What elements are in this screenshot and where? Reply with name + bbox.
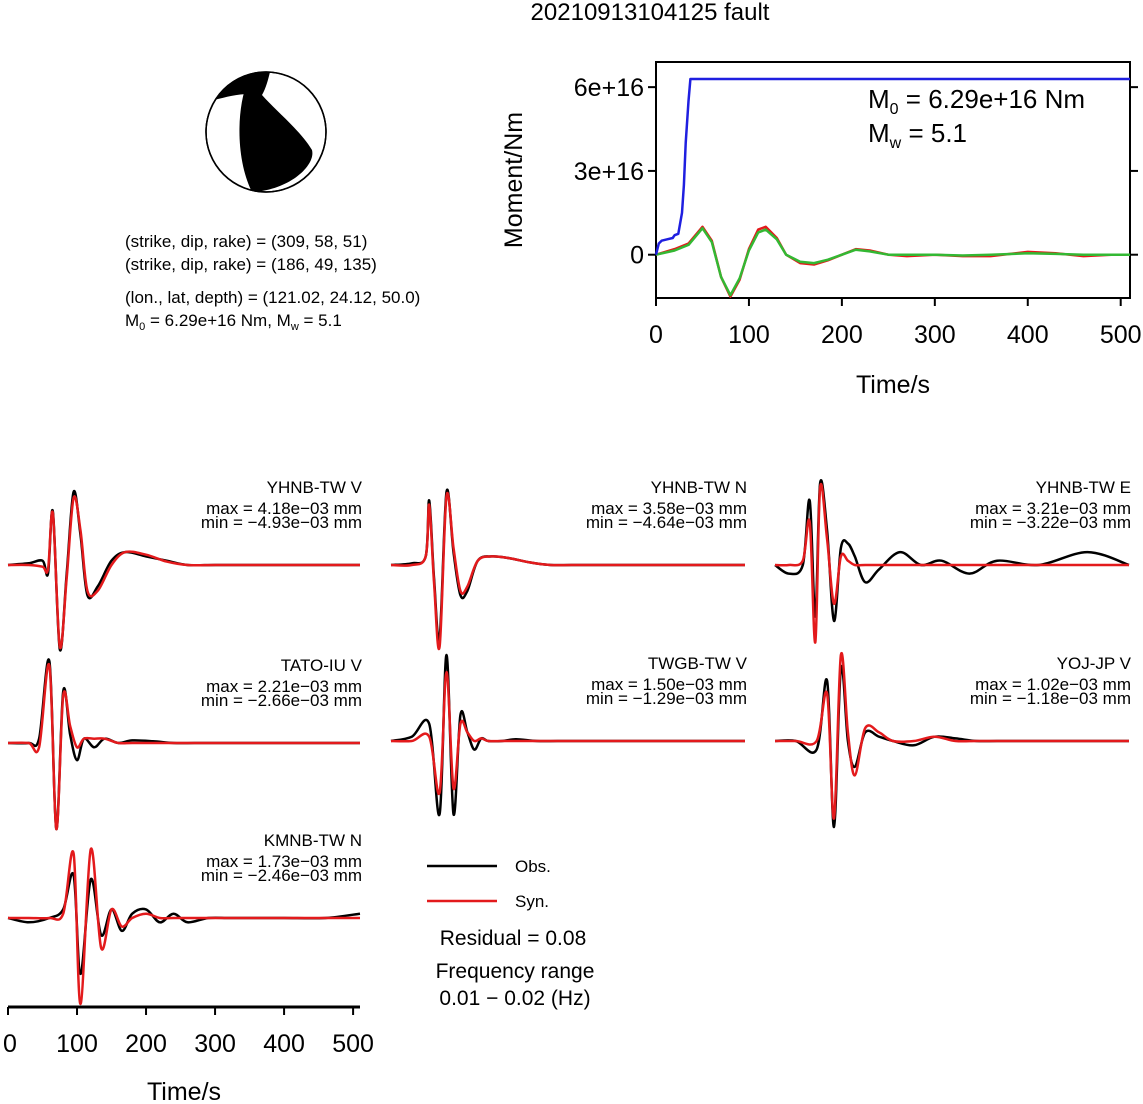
moment-ytick-label: 0 (630, 242, 644, 270)
moment-series-line (654, 77, 1130, 256)
legend: Obs. Syn. Residual = 0.08 Frequency rang… (427, 857, 594, 1010)
focal-mechanism-beachball (205, 71, 327, 193)
nodal-plane-1: (strike, dip, rake) = (309, 58, 51) (125, 232, 367, 251)
nodal-plane-2: (strike, dip, rake) = (186, 49, 135) (125, 255, 377, 274)
moment-ytick-label: 6e+16 (574, 74, 644, 102)
station-label: YHNB-TW N (651, 478, 747, 497)
moment-mw-annotation: Mw = 5.1 (868, 118, 967, 152)
station-min: min = −1.29e−03 mm (586, 689, 747, 708)
station-max: max = 2.21e−03 mm (206, 677, 362, 696)
station-label: YHNB-TW V (267, 478, 363, 497)
station-label: KMNB-TW N (264, 831, 362, 850)
waveform-xlabel: Time/s (147, 1078, 221, 1104)
station-max: max = 1.73e−03 mm (206, 852, 362, 871)
legend-syn-label: Syn. (515, 892, 549, 911)
moment-xtick-label: 100 (728, 321, 770, 349)
moment-xtick-label: 0 (649, 321, 663, 349)
waveform-xtick-label: 400 (263, 1030, 305, 1058)
magnitude-line: M0 = 6.29e+16 Nm, Mw = 5.1 (125, 311, 342, 333)
figure-title: 20210913104125 fault (531, 0, 770, 26)
synthetic-trace (8, 847, 360, 1006)
moment-m0-annotation: M0 = 6.29e+16 Nm (868, 84, 1085, 118)
station-label: YOJ-JP V (1057, 654, 1132, 673)
moment-xtick-label: 500 (1100, 321, 1142, 349)
station-min: min = −4.93e−03 mm (201, 513, 362, 532)
synthetic-trace (390, 491, 745, 651)
waveform-xtick-label: 100 (56, 1030, 98, 1058)
observed-trace (774, 479, 1130, 623)
station-min: min = −3.22e−03 mm (970, 513, 1131, 532)
station-label: TATO-IU V (281, 656, 363, 675)
station-max: max = 4.18e−03 mm (206, 499, 362, 518)
moment-plot: 0 100 200 300 400 500 0 3e+16 6e+16 Moment/Nm Ti… (500, 61, 1142, 399)
waveform-xtick-label: 0 (3, 1030, 17, 1058)
station-min: min = −4.64e−03 mm (586, 513, 747, 532)
station-min: min = −1.18e−03 mm (970, 689, 1131, 708)
synthetic-trace (390, 670, 745, 796)
station-max: max = 3.58e−03 mm (591, 499, 747, 518)
legend-obs-label: Obs. (515, 857, 551, 876)
moment-series-line (655, 226, 1130, 297)
station-max: max = 3.21e−03 mm (975, 499, 1131, 518)
moment-ytick-label: 3e+16 (574, 158, 644, 186)
observed-trace (7, 871, 361, 976)
moment-ylabel: Moment/Nm (500, 112, 528, 248)
frequency-range-value: 0.01 − 0.02 (Hz) (439, 987, 590, 1010)
station-min: min = −2.66e−03 mm (201, 691, 362, 710)
station-max: max = 1.02e−03 mm (975, 675, 1131, 694)
moment-xlabel: Time/s (856, 371, 930, 399)
synthetic-trace (7, 662, 360, 831)
station-min: min = −2.46e−03 mm (201, 866, 362, 885)
focal-parameters: (strike, dip, rake) = (309, 58, 51) (str… (125, 232, 420, 333)
frequency-range-title: Frequency range (436, 960, 595, 983)
synthetic-trace (7, 495, 360, 650)
waveform-xtick-label: 200 (125, 1030, 167, 1058)
station-label: TWGB-TW V (648, 654, 748, 673)
moment-xtick-label: 200 (821, 321, 863, 349)
synthetic-trace (775, 651, 1129, 820)
synthetic-trace (774, 483, 1129, 644)
residual-text: Residual = 0.08 (440, 927, 587, 950)
moment-plot-frame (655, 61, 1131, 299)
waveform-xtick-label: 300 (194, 1030, 236, 1058)
moment-xtick-label: 300 (914, 321, 956, 349)
station-max: max = 1.50e−03 mm (591, 675, 747, 694)
station-label: YHNB-TW E (1036, 478, 1131, 497)
waveform-xtick-label: 500 (332, 1030, 374, 1058)
hypocenter: (lon., lat, depth) = (121.02, 24.12, 50.… (125, 288, 420, 307)
waveform-time-axis: Time/s 0 100 200 300 400 500 (3, 1005, 374, 1104)
moment-xtick-label: 400 (1007, 321, 1049, 349)
